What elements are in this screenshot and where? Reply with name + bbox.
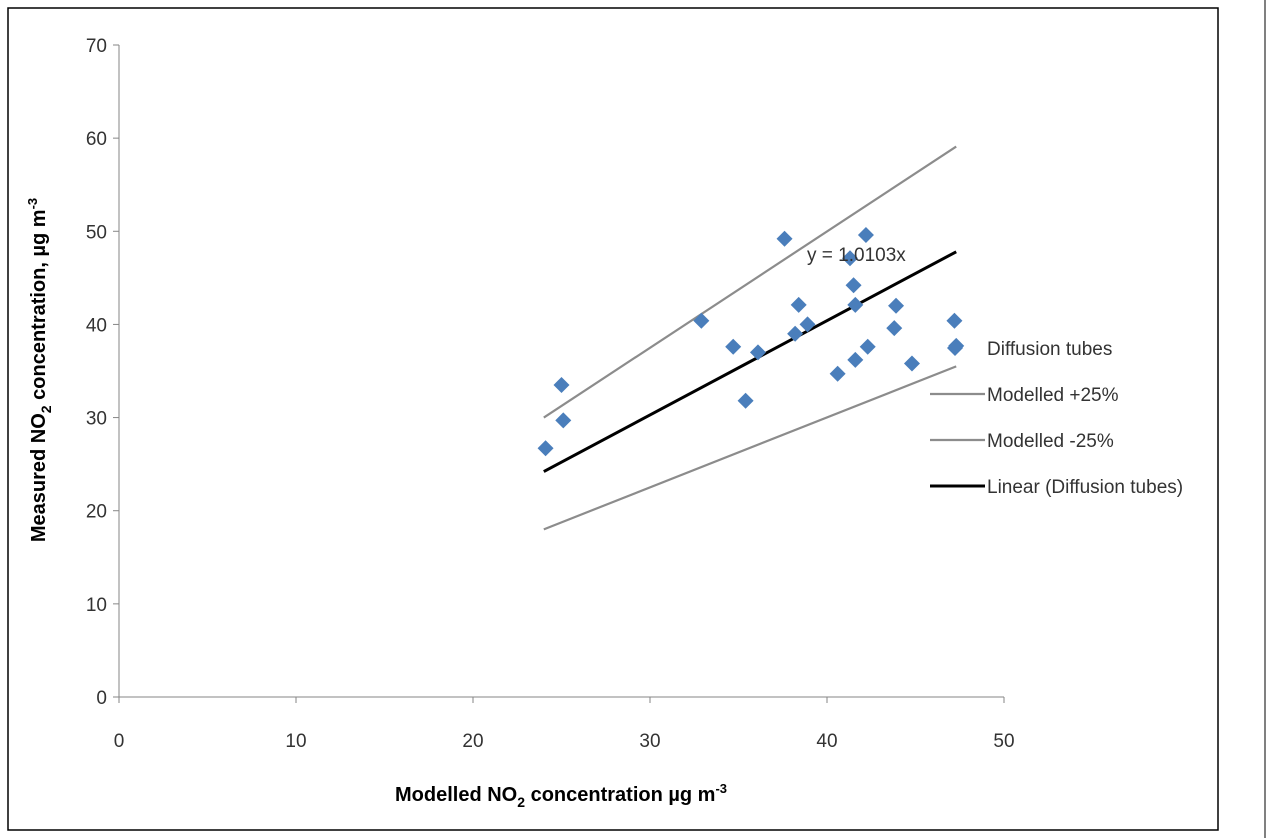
data-point (725, 338, 742, 355)
y-tick-label: 50 (86, 222, 107, 243)
series-line (543, 145, 957, 419)
data-point (555, 412, 572, 429)
y-axis-title: Measured NO2 concentration, µg m-3 (25, 198, 54, 542)
data-point (790, 296, 807, 313)
outer-border (7, 7, 1219, 831)
legend: Diffusion tubes Modelled +25% Modelled -25… (930, 339, 1183, 498)
data-point (829, 365, 846, 382)
y-tick-label: 20 (86, 502, 107, 523)
legend-label: Diffusion tubes (987, 339, 1112, 360)
x-tick-label: 40 (816, 731, 837, 752)
y-tick-label: 60 (86, 129, 107, 150)
data-point (845, 277, 862, 294)
x-tick-label: 30 (639, 731, 660, 752)
data-point (776, 230, 793, 247)
y-tick-label: 0 (96, 688, 107, 709)
legend-marker (947, 340, 963, 356)
data-point (847, 296, 864, 313)
trendline-equation: y = 1.0103x (807, 245, 906, 266)
y-tick-label: 10 (86, 595, 107, 616)
plot-area: 0 10 20 30 40 50 60 70 0 10 20 30 40 50 (86, 36, 1015, 752)
data-point (842, 250, 859, 267)
data-point (787, 325, 804, 342)
data-point (749, 344, 766, 361)
legend-label: Modelled +25% (987, 385, 1119, 406)
data-point (946, 312, 963, 329)
x-tick-label: 20 (462, 731, 483, 752)
data-point (886, 320, 903, 337)
x-axis-title: Modelled NO2 concentration µg m-3 (395, 781, 727, 810)
data-point (888, 297, 905, 314)
legend-label: Linear (Diffusion tubes) (987, 477, 1183, 498)
data-point (693, 312, 710, 329)
legend-label: Modelled -25% (987, 431, 1114, 452)
x-tick-label: 50 (993, 731, 1014, 752)
data-point (857, 227, 874, 244)
y-tick-label: 40 (86, 315, 107, 336)
data-point (799, 316, 816, 333)
data-point (737, 392, 754, 409)
data-point (847, 351, 864, 368)
x-tick-label: 0 (114, 731, 125, 752)
data-point (553, 376, 570, 393)
x-tick-label: 10 (285, 731, 306, 752)
data-point (537, 440, 554, 457)
data-point (859, 338, 876, 355)
y-tick-label: 30 (86, 409, 107, 430)
y-tick-label: 70 (86, 36, 107, 57)
data-point (903, 355, 920, 372)
series-line (543, 365, 957, 531)
series-line (543, 250, 957, 473)
